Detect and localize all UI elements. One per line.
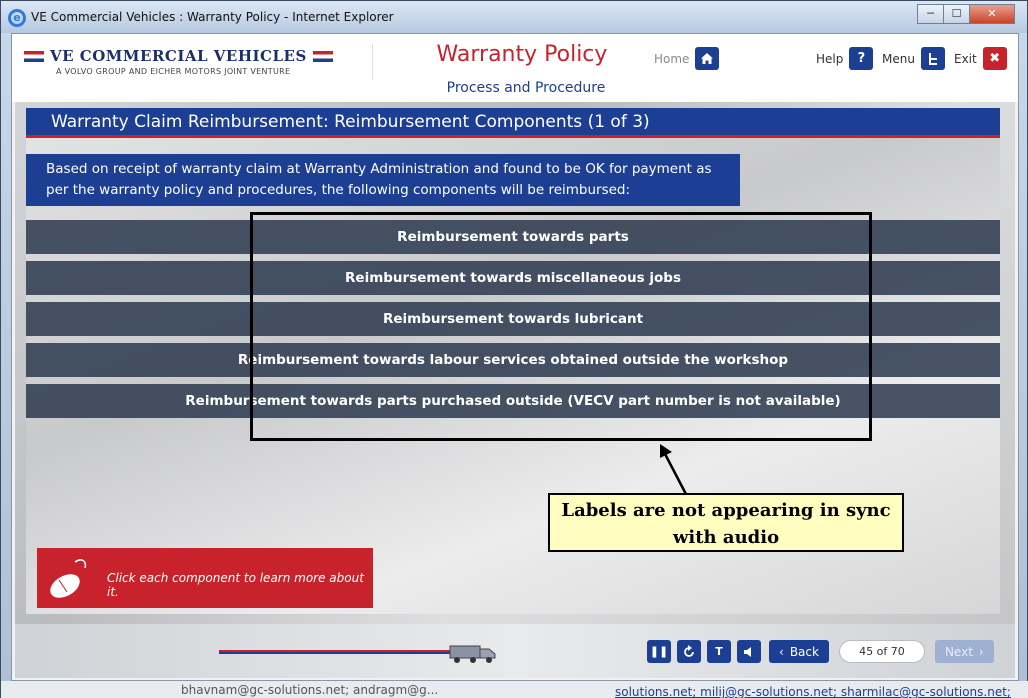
- header-divider: [372, 44, 373, 80]
- home-icon[interactable]: [695, 47, 720, 70]
- back-button[interactable]: ‹ Back: [769, 640, 829, 663]
- background-window: bhavnam@gc-solutions.net; andragm@g... s…: [1, 681, 1028, 698]
- help-icon[interactable]: ?: [849, 47, 874, 70]
- back-label: Back: [789, 644, 819, 659]
- logo-tagline: A VOLVO GROUP AND EICHER MOTORS JOINT VE…: [56, 67, 291, 76]
- background-text-right: solutions.net; milij@gc-solutions.net; s…: [615, 685, 1011, 698]
- menu-nav[interactable]: Menu: [882, 47, 945, 70]
- home-nav[interactable]: Home: [654, 47, 720, 70]
- player-controls: ❚❚ T ‹ Back 45 of 70 Next ›: [15, 624, 1015, 678]
- window-title: VE Commercial Vehicles : Warranty Policy…: [31, 10, 394, 24]
- slide-frame: Warranty Claim Reimbursement: Reimbursem…: [26, 108, 1000, 614]
- next-button[interactable]: Next ›: [934, 640, 994, 663]
- progress-track: [219, 650, 473, 654]
- internet-explorer-icon: e: [8, 9, 26, 27]
- instruction-banner: Click each component to learn more about…: [37, 548, 373, 608]
- callout-arrow-icon: [660, 444, 690, 499]
- exit-label: Exit: [954, 51, 977, 66]
- menu-icon[interactable]: [920, 47, 945, 70]
- help-nav[interactable]: Help ?: [816, 47, 874, 70]
- slide-title-bar: Warranty Claim Reimbursement: Reimbursem…: [26, 108, 1000, 138]
- logo-text: VE COMMERCIAL VEHICLES: [50, 47, 307, 65]
- close-window-button[interactable]: ✕: [969, 4, 1015, 24]
- maximize-button[interactable]: ☐: [943, 4, 970, 24]
- home-label: Home: [654, 51, 690, 66]
- page-indicator: 45 of 70: [838, 640, 925, 663]
- slide-area: Warranty Claim Reimbursement: Reimbursem…: [15, 102, 1015, 678]
- course-header: VE COMMERCIAL VEHICLES A VOLVO GROUP AND…: [12, 34, 1018, 102]
- component-list: Reimbursement towards parts Reimbursemen…: [26, 220, 1000, 425]
- component-labour-services[interactable]: Reimbursement towards labour services ob…: [26, 343, 1000, 377]
- logo: VE COMMERCIAL VEHICLES: [24, 47, 333, 65]
- playback-controls: ❚❚ T ‹ Back 45 of 70 Next ›: [647, 640, 994, 663]
- menu-label: Menu: [882, 51, 915, 66]
- exit-nav[interactable]: Exit ✖: [954, 47, 1007, 70]
- component-lubricant[interactable]: Reimbursement towards lubricant: [26, 302, 1000, 336]
- slide-title: Warranty Claim Reimbursement: Reimbursem…: [51, 112, 650, 132]
- next-label: Next: [944, 644, 973, 659]
- replay-icon[interactable]: [677, 640, 701, 663]
- close-icon[interactable]: ✖: [982, 47, 1007, 70]
- review-note: Labels are not appearing in sync with au…: [548, 493, 904, 552]
- window-controls: ─ ☐ ✕: [917, 4, 1015, 24]
- component-parts-outside[interactable]: Reimbursement towards parts purchased ou…: [26, 384, 1000, 418]
- course-player: VE COMMERCIAL VEHICLES A VOLVO GROUP AND…: [11, 33, 1019, 681]
- intro-text: Based on receipt of warranty claim at Wa…: [26, 154, 740, 206]
- minimize-button[interactable]: ─: [917, 4, 944, 24]
- truck-icon: [449, 645, 496, 663]
- flag-icon: [312, 50, 333, 62]
- course-title: Warranty Policy: [436, 42, 608, 67]
- component-misc-jobs[interactable]: Reimbursement towards miscellaneous jobs: [26, 261, 1000, 295]
- instruction-text: Click each component to learn more about…: [107, 571, 364, 599]
- background-text-left: bhavnam@gc-solutions.net; andragm@g...: [181, 683, 439, 697]
- chevron-left-icon: ‹: [779, 644, 784, 659]
- chevron-right-icon: ›: [978, 644, 984, 659]
- course-subtitle: Process and Procedure: [446, 80, 606, 96]
- transcript-icon[interactable]: T: [707, 640, 731, 663]
- help-label: Help: [816, 51, 844, 66]
- mouse-icon: [50, 559, 87, 598]
- audio-icon[interactable]: [737, 640, 761, 663]
- pause-icon[interactable]: ❚❚: [647, 640, 671, 663]
- title-bar: e VE Commercial Vehicles : Warranty Poli…: [1, 1, 1027, 33]
- component-parts[interactable]: Reimbursement towards parts: [26, 220, 1000, 254]
- flag-icon: [24, 50, 44, 62]
